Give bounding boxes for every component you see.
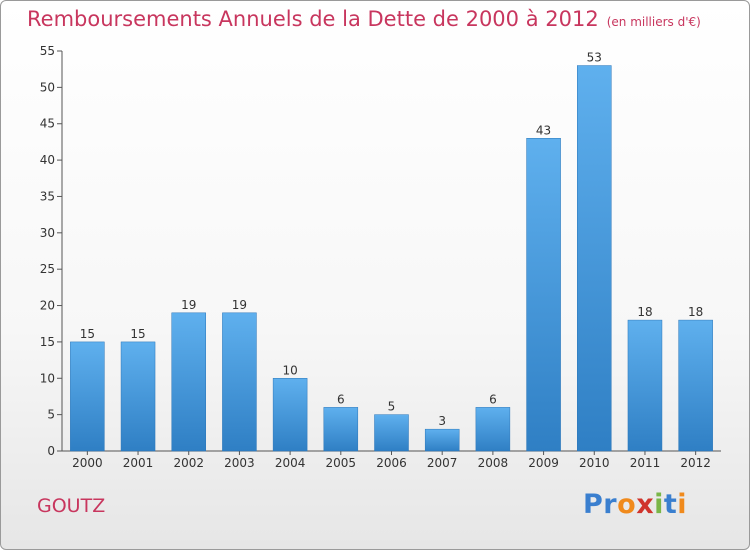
commune-name: GOUTZ xyxy=(37,495,106,517)
logo-letter: i xyxy=(677,489,688,520)
x-tick-label: 2002 xyxy=(173,456,204,470)
bar xyxy=(323,407,359,452)
bar xyxy=(171,312,206,452)
bar xyxy=(120,341,156,452)
bar-value-label: 15 xyxy=(80,327,95,341)
y-tick-label: 45 xyxy=(40,117,55,131)
bar-value-label: 3 xyxy=(438,414,446,428)
x-tick-label: 2007 xyxy=(427,456,458,470)
x-tick-label: 2000 xyxy=(72,456,103,470)
chart-title: Remboursements Annuels de la Dette de 20… xyxy=(27,7,701,31)
logo-letter: o xyxy=(617,489,637,520)
y-tick-label: 5 xyxy=(47,408,55,422)
logo-letter: i xyxy=(654,489,664,520)
x-tick-label: 2005 xyxy=(326,456,357,470)
y-tick-label: 35 xyxy=(40,189,55,203)
logo-letter: x xyxy=(636,489,655,520)
bar xyxy=(627,319,663,452)
proxiti-logo: Proxiti xyxy=(583,489,687,520)
bar-value-label: 43 xyxy=(536,123,551,137)
bars xyxy=(70,65,713,452)
bar-value-label: 19 xyxy=(181,298,196,312)
y-tick-label: 40 xyxy=(40,153,55,167)
bar-value-label: 53 xyxy=(587,51,602,65)
x-tick-label: 2006 xyxy=(376,456,407,470)
bar xyxy=(424,428,460,452)
logo-letter: t xyxy=(663,489,678,520)
logo-letter: r xyxy=(603,489,618,520)
bar-value-label: 19 xyxy=(232,298,247,312)
x-tick-label: 2001 xyxy=(123,456,154,470)
bar xyxy=(475,407,511,452)
x-tick-label: 2011 xyxy=(630,456,661,470)
x-tick-label: 2012 xyxy=(680,456,711,470)
bar xyxy=(577,65,612,452)
x-tick-label: 2009 xyxy=(528,456,559,470)
labels: 15 2000 15 2001 19 2002 19 2003 10 2004 6 2005 5 2006… xyxy=(72,51,711,470)
y-tick-label: 55 xyxy=(40,44,55,58)
y-tick-label: 20 xyxy=(40,299,55,313)
x-tick-label: 2008 xyxy=(478,456,509,470)
logo-letter: P xyxy=(583,489,604,520)
bar xyxy=(374,414,409,452)
x-tick-label: 2010 xyxy=(579,456,610,470)
x-tick-label: 2004 xyxy=(275,456,306,470)
chart-unit: (en milliers d'€) xyxy=(606,15,701,29)
bar xyxy=(70,341,105,452)
bar xyxy=(526,138,561,452)
y-tick-label: 0 xyxy=(47,444,55,458)
chart-title-text: Remboursements Annuels de la Dette de 20… xyxy=(27,7,599,31)
bar-value-label: 6 xyxy=(337,392,345,406)
bar-value-label: 5 xyxy=(388,400,396,414)
bar-value-label: 15 xyxy=(130,327,145,341)
bar xyxy=(222,312,257,452)
bar-value-label: 10 xyxy=(282,363,297,377)
y-tick-label: 15 xyxy=(40,335,55,349)
bar-value-label: 18 xyxy=(688,305,703,319)
bar-value-label: 6 xyxy=(489,392,497,406)
bar xyxy=(678,319,713,452)
y-tick-label: 25 xyxy=(40,262,55,276)
bar-value-label: 18 xyxy=(637,305,652,319)
y-tick-label: 50 xyxy=(40,80,55,94)
bar xyxy=(272,378,308,452)
x-tick-label: 2003 xyxy=(224,456,255,470)
y-tick-label: 30 xyxy=(40,226,55,240)
y-tick-label: 10 xyxy=(40,371,55,385)
